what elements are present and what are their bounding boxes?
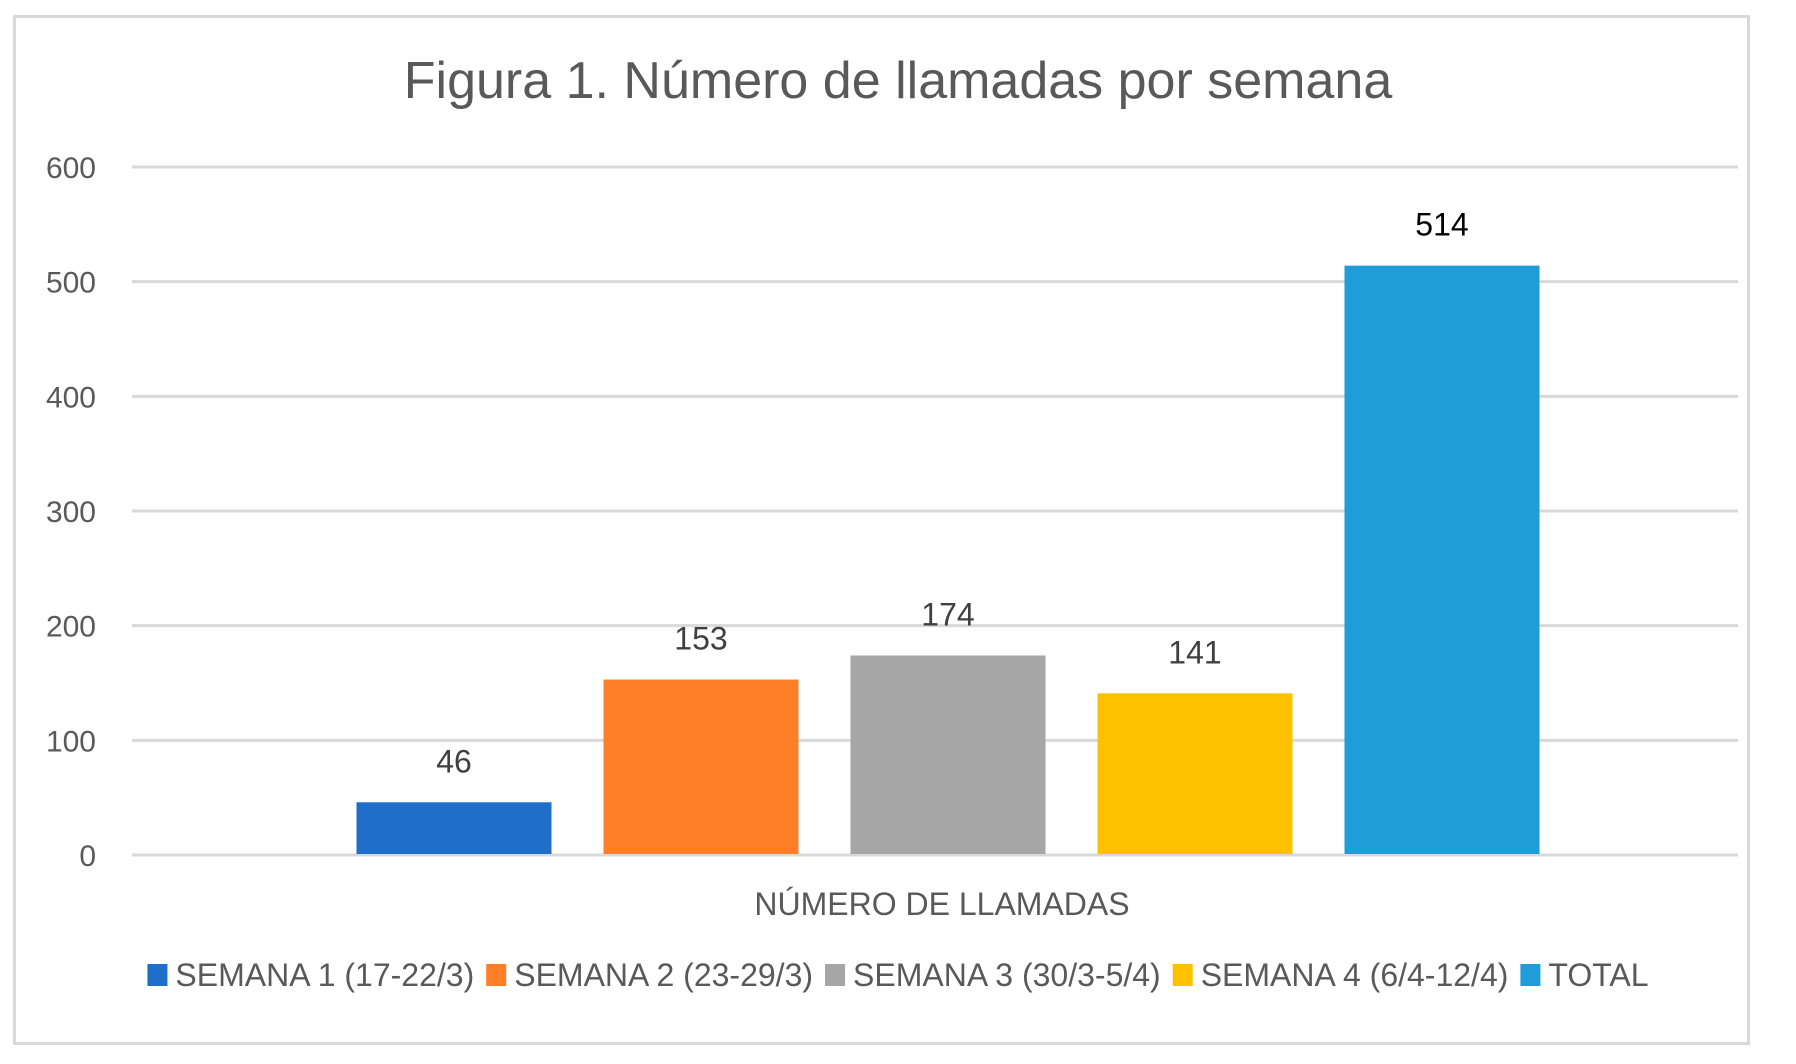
legend-swatch bbox=[1520, 964, 1541, 986]
legend-label: SEMANA 1 (17-22/3) bbox=[175, 957, 474, 993]
legend-swatch bbox=[1172, 964, 1193, 986]
legend-label: SEMANA 4 (6/4-12/4) bbox=[1201, 957, 1509, 993]
legend-label: SEMANA 3 (30/3-5/4) bbox=[853, 957, 1161, 993]
data-label: 46 bbox=[436, 743, 472, 779]
data-label: 514 bbox=[1415, 207, 1468, 243]
y-tick-label: 200 bbox=[46, 611, 96, 644]
legend-swatch bbox=[486, 964, 507, 986]
y-tick-label: 100 bbox=[46, 725, 96, 758]
data-label: 174 bbox=[921, 596, 974, 632]
legend-label: SEMANA 2 (23-29/3) bbox=[514, 957, 813, 993]
data-label: 153 bbox=[674, 621, 727, 657]
legend-swatch bbox=[825, 964, 846, 986]
legend-item: SEMANA 2 (23-29/3) bbox=[486, 957, 813, 993]
legend-label: TOTAL bbox=[1548, 957, 1648, 993]
legend-item: SEMANA 1 (17-22/3) bbox=[147, 957, 474, 993]
legend: SEMANA 1 (17-22/3) SEMANA 2 (23-29/3) SEMA… bbox=[147, 957, 1649, 993]
y-tick-label: 300 bbox=[46, 496, 96, 529]
legend-swatch bbox=[147, 964, 168, 986]
bar-3 bbox=[850, 655, 1046, 854]
x-category-label: NÚMERO DE LLAMADAS bbox=[754, 886, 1129, 922]
y-tick-label: 600 bbox=[46, 152, 96, 185]
legend-item: SEMANA 4 (6/4-12/4) bbox=[1172, 957, 1509, 993]
y-tick-label: 500 bbox=[46, 267, 96, 300]
bar-5 bbox=[1344, 265, 1540, 854]
bar-4 bbox=[1097, 693, 1293, 854]
bar-2 bbox=[603, 679, 799, 854]
chart-title: Figura 1. Número de llamadas por semana bbox=[404, 52, 1393, 110]
legend-item: SEMANA 3 (30/3-5/4) bbox=[825, 957, 1161, 993]
bars bbox=[356, 265, 1540, 854]
data-labels: 46 153 174 141 514 bbox=[436, 207, 1468, 780]
bar-1 bbox=[356, 802, 552, 854]
legend-item: TOTAL bbox=[1520, 957, 1649, 993]
data-label: 141 bbox=[1168, 634, 1221, 670]
y-axis-ticks: 0 100 200 300 400 500 600 bbox=[46, 152, 96, 873]
y-tick-label: 0 bbox=[79, 840, 96, 873]
y-tick-label: 400 bbox=[46, 381, 96, 414]
